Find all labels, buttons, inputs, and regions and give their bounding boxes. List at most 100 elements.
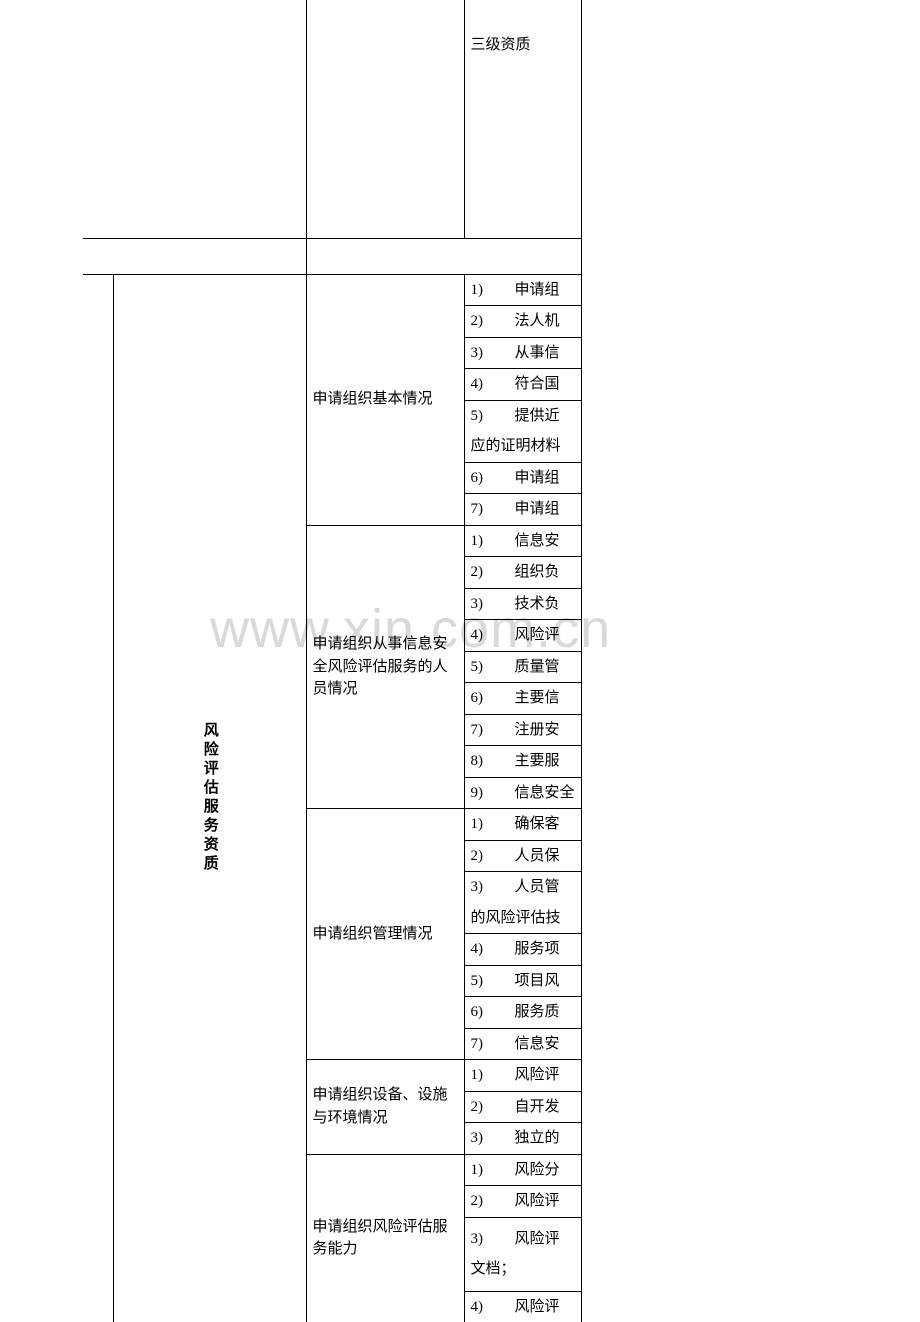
list-item: 6)申请组 — [464, 462, 581, 494]
item-text: 提供近 — [497, 405, 560, 428]
list-item: 1)风险评 — [464, 1060, 581, 1092]
item-number: 8) — [471, 750, 497, 773]
item-number: 3) — [471, 1228, 497, 1251]
item-text: 符合国 — [497, 373, 560, 396]
item-number: 7) — [471, 498, 497, 521]
item-text: 应的证明材料 — [471, 438, 561, 454]
item-text: 人员保 — [497, 845, 560, 868]
item-number: 1) — [471, 279, 497, 302]
item-text: 质量管 — [497, 656, 560, 679]
list-item: 7)申请组 — [464, 494, 581, 526]
list-item: 4)风险评 — [464, 620, 581, 652]
list-item-extra: 的风险评估技 — [464, 903, 581, 934]
gap-b — [113, 238, 306, 274]
item-text: 人员管 — [497, 876, 560, 899]
top-spacer-a — [83, 0, 113, 238]
gap-cd — [306, 238, 581, 274]
list-item: 3)从事信 — [464, 337, 581, 369]
top-left-empty-cell — [306, 0, 464, 238]
category-cell: 风险评估服务资质 — [113, 274, 306, 1322]
list-item: 5)项目风 — [464, 965, 581, 997]
item-text: 主要服 — [497, 750, 560, 773]
item-text: 服务项 — [497, 938, 560, 961]
list-item: 2)风险评 — [464, 1186, 581, 1218]
list-item: 2)法人机 — [464, 306, 581, 338]
item-number: 6) — [471, 687, 497, 710]
list-item: 1)信息安 — [464, 525, 581, 557]
qualification-level-label: 三级资质 — [471, 37, 531, 53]
item-number: 6) — [471, 1001, 497, 1024]
item-text: 确保客 — [497, 813, 560, 836]
item-text: 独立的 — [497, 1127, 560, 1150]
list-item: 3)风险评 — [464, 1217, 581, 1254]
category-label: 风险评估服务资质 — [198, 722, 221, 874]
section-title-basic: 申请组织基本情况 — [306, 274, 464, 525]
item-number: 5) — [471, 970, 497, 993]
list-item-extra: 文档； — [464, 1254, 581, 1291]
item-number: 1) — [471, 813, 497, 836]
item-number: 3) — [471, 342, 497, 365]
list-item: 3)技术负 — [464, 588, 581, 620]
list-item: 6)主要信 — [464, 683, 581, 715]
item-number: 3) — [471, 1127, 497, 1150]
item-text: 信息安 — [497, 530, 560, 553]
item-text: 主要信 — [497, 687, 560, 710]
item-number: 5) — [471, 405, 497, 428]
item-text: 自开发 — [497, 1096, 560, 1119]
item-number: 1) — [471, 1159, 497, 1182]
qualification-level-cell: 三级资质 — [464, 0, 581, 238]
item-text: 申请组 — [497, 498, 560, 521]
list-item: 2)组织负 — [464, 557, 581, 589]
item-number: 4) — [471, 373, 497, 396]
item-text: 文档； — [471, 1261, 516, 1277]
list-item: 4)风险评 — [464, 1291, 581, 1322]
list-item: 2)人员保 — [464, 840, 581, 872]
item-text: 申请组 — [497, 279, 560, 302]
item-number: 4) — [471, 1296, 497, 1319]
item-text: 信息安全 — [497, 782, 575, 805]
item-text: 申请组 — [497, 467, 560, 490]
list-item: 7)信息安 — [464, 1028, 581, 1060]
list-item: 3)人员管 — [464, 872, 581, 903]
document-page: 三级资质 风险评估服务资质 申请组织基本情况 1)申请组 2)法人机 3)从事信… — [83, 0, 920, 1322]
section-title-personnel: 申请组织从事信息安全风险评估服务的人员情况 — [306, 525, 464, 809]
item-text: 的风险评估技 — [471, 910, 561, 926]
separator-row — [83, 238, 581, 274]
gap-a — [83, 238, 113, 274]
item-number: 2) — [471, 845, 497, 868]
list-item: 6)服务质 — [464, 997, 581, 1029]
item-text: 风险评 — [497, 1064, 560, 1087]
item-text: 注册安 — [497, 719, 560, 742]
item-text: 风险评 — [497, 1190, 560, 1213]
item-text: 项目风 — [497, 970, 560, 993]
item-text: 法人机 — [497, 310, 560, 333]
item-text: 风险评 — [497, 1228, 560, 1251]
table-row: 风险评估服务资质 申请组织基本情况 1)申请组 — [83, 274, 581, 306]
item-number: 3) — [471, 876, 497, 899]
list-item: 5)质量管 — [464, 651, 581, 683]
list-item: 2)自开发 — [464, 1091, 581, 1123]
list-item: 7)注册安 — [464, 714, 581, 746]
item-text: 从事信 — [497, 342, 560, 365]
item-text: 组织负 — [497, 561, 560, 584]
list-item: 1)确保客 — [464, 809, 581, 841]
top-spacer-b — [113, 0, 306, 238]
top-block-row: 三级资质 — [83, 0, 581, 238]
item-number: 7) — [471, 1033, 497, 1056]
list-item: 9)信息安全 — [464, 777, 581, 809]
item-number: 1) — [471, 530, 497, 553]
item-text: 信息安 — [497, 1033, 560, 1056]
list-item: 8)主要服 — [464, 746, 581, 778]
item-number: 2) — [471, 561, 497, 584]
item-number: 3) — [471, 593, 497, 616]
item-text: 风险评 — [497, 624, 560, 647]
item-text: 技术负 — [497, 593, 560, 616]
qualification-table: 三级资质 风险评估服务资质 申请组织基本情况 1)申请组 2)法人机 3)从事信… — [83, 0, 582, 1322]
item-number: 5) — [471, 656, 497, 679]
item-number: 2) — [471, 1190, 497, 1213]
list-item: 3)独立的 — [464, 1123, 581, 1155]
item-text: 风险分 — [497, 1159, 560, 1182]
item-number: 4) — [471, 624, 497, 647]
section-title-mgmt: 申请组织管理情况 — [306, 809, 464, 1060]
item-number: 4) — [471, 938, 497, 961]
